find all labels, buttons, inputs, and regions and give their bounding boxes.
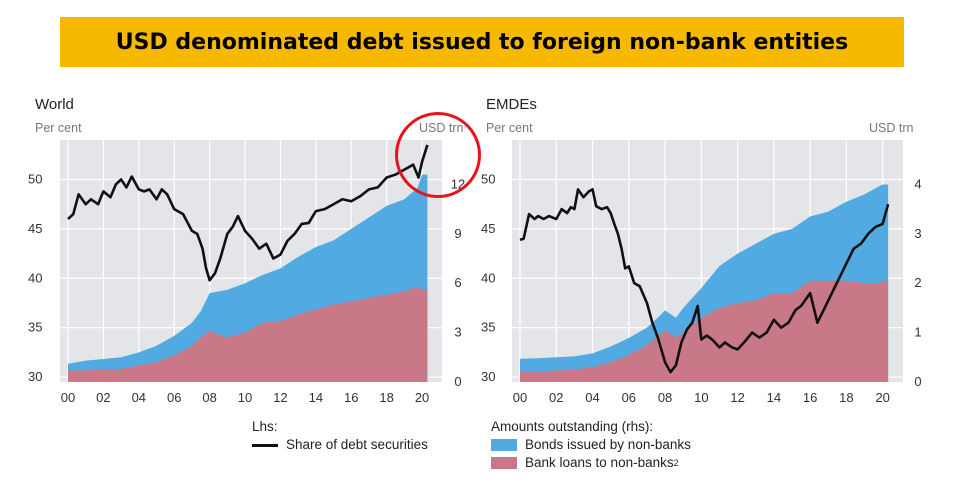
rhs-legend: Amounts outstanding (rhs): Bonds issued … (491, 418, 691, 472)
lhs-legend: Lhs: Share of debt securities (252, 418, 428, 454)
loans-swatch (491, 457, 517, 469)
legend-item-bonds: Bonds issued by non-banks (491, 436, 691, 454)
world-share-line (67, 144, 429, 282)
emdes-x-tick-label: 16 (803, 390, 817, 405)
world-lhs-unit: Per cent (35, 121, 82, 135)
world-x-tick-label: 08 (202, 390, 216, 405)
line-swatch (252, 443, 278, 447)
world-lhs-tick-label: 35 (28, 320, 42, 335)
world-lhs-tick-label: 45 (28, 221, 42, 236)
emdes-share-line (519, 188, 890, 374)
emdes-x-tick-label: 18 (839, 390, 853, 405)
emdes-lhs-tick-label: 35 (481, 320, 495, 335)
world-x-tick-label: 00 (61, 390, 75, 405)
emdes-x-tick-label: 00 (513, 390, 527, 405)
banner-title: USD denominated debt issued to foreign n… (115, 29, 849, 55)
world-x-tick-label: 10 (238, 390, 252, 405)
world-x-tick-label: 02 (96, 390, 110, 405)
world-x-tick-label: 04 (132, 390, 146, 405)
emdes-loans-area (520, 280, 889, 382)
bonds-swatch (491, 439, 517, 451)
emdes-x-tick-label: 02 (549, 390, 563, 405)
emdes-panel-title: EMDEs (486, 96, 537, 113)
world-x-tick-label: 14 (309, 390, 323, 405)
legend-item-share-line: Share of debt securities (252, 436, 428, 454)
emdes-lhs-tick-label: 45 (481, 221, 495, 236)
emdes-x-tick-label: 06 (622, 390, 636, 405)
world-rhs-tick-label: 9 (454, 226, 461, 241)
world-x-tick-label: 06 (167, 390, 181, 405)
world-x-tick-label: 16 (344, 390, 358, 405)
emdes-lhs-unit: Per cent (486, 121, 533, 135)
emdes-rhs-tick-label: 4 (914, 176, 921, 191)
world-lhs-tick-label: 30 (28, 369, 42, 384)
emdes-x-tick-label: 12 (730, 390, 744, 405)
world-rhs-tick-label: 6 (454, 275, 461, 290)
legend-item-loans: Bank loans to non-banks 2 (491, 454, 691, 472)
world-x-tick-label: 18 (379, 390, 393, 405)
emdes-x-tick-label: 04 (585, 390, 599, 405)
lhs-legend-header: Lhs: (252, 419, 278, 434)
emdes-rhs-tick-label: 3 (914, 226, 921, 241)
emdes-lhs-tick-label: 30 (481, 369, 495, 384)
emdes-rhs-unit: USD trn (869, 121, 914, 135)
emdes-lhs-tick-label: 40 (481, 270, 495, 285)
emdes-x-tick-label: 14 (767, 390, 781, 405)
legend-loans-label: Bank loans to non-banks (525, 455, 674, 470)
highlight-circle (395, 112, 481, 198)
emdes-rhs-tick-label: 2 (914, 275, 921, 290)
legend-line-label: Share of debt securities (286, 437, 428, 452)
world-x-tick-label: 20 (415, 390, 429, 405)
loans-footnote-mark: 2 (673, 458, 679, 468)
world-lhs-tick-label: 40 (28, 270, 42, 285)
emdes-rhs-tick-label: 1 (914, 325, 921, 340)
world-x-tick-label: 12 (273, 390, 287, 405)
emdes-x-tick-label: 20 (875, 390, 889, 405)
world-loans-area (68, 286, 428, 382)
world-lhs-tick-label: 50 (28, 172, 42, 187)
world-rhs-tick-label: 3 (454, 325, 461, 340)
world-panel-title: World (35, 96, 74, 113)
emdes-x-tick-label: 08 (658, 390, 672, 405)
rhs-legend-header: Amounts outstanding (rhs): (491, 419, 654, 434)
emdes-x-tick-label: 10 (694, 390, 708, 405)
emdes-rhs-tick-label: 0 (914, 374, 921, 389)
title-banner: USD denominated debt issued to foreign n… (60, 17, 904, 67)
emdes-lhs-tick-label: 50 (481, 172, 495, 187)
legend-bonds-label: Bonds issued by non-banks (525, 437, 691, 452)
world-rhs-tick-label: 0 (454, 374, 461, 389)
